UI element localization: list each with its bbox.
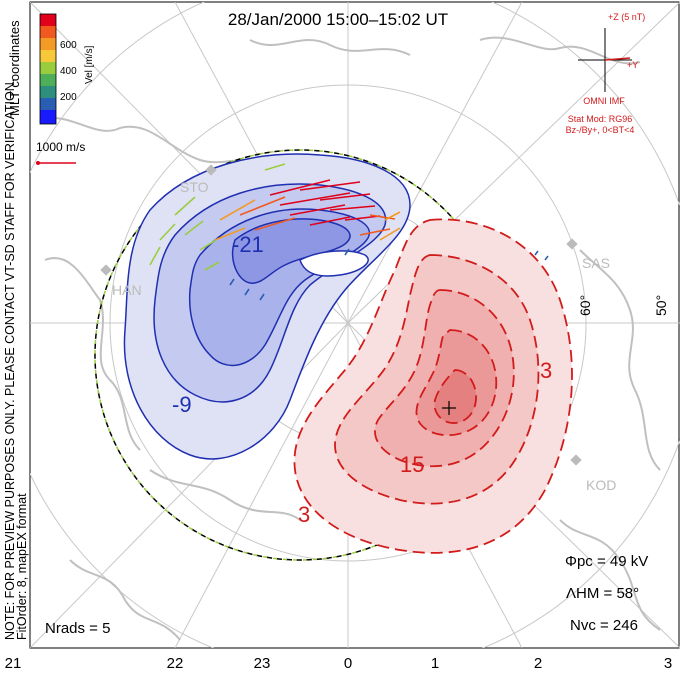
mlt-axis: 21 22 23 0 1 2 3: [5, 655, 673, 672]
preview-watermark: NOTE: FOR PREVIEW PURPOSES ONLY. PLEASE …: [3, 79, 17, 640]
colorbar-label: Vel [m/s]: [84, 45, 95, 84]
svg-text:+Z (5 nT): +Z (5 nT): [608, 12, 645, 22]
svg-text:60°: 60°: [577, 295, 593, 316]
velocity-colorbar: 600 400 200 Vel [m/s]: [39, 13, 95, 125]
svg-text:400: 400: [60, 66, 77, 77]
svg-text:23: 23: [254, 655, 271, 672]
station-labels: STO HAN SAS KOD: [112, 179, 616, 493]
positive-potential-cell: [293, 218, 573, 554]
lambda-hm: ΛHM = 58°: [566, 585, 639, 602]
contour-labels: -21 -9 3 15 3: [172, 232, 552, 527]
imf-indicator: +Z (5 nT) +Y OMNI IMF Stat Mod: RG96 Bz-…: [566, 12, 646, 135]
svg-text:1000 m/s: 1000 m/s: [36, 140, 85, 154]
svg-text:Stat Mod: RG96: Stat Mod: RG96: [568, 114, 633, 124]
coordinates-label: MLT coordinates: [7, 20, 22, 116]
svg-text:0: 0: [344, 655, 352, 672]
svg-text:21: 21: [5, 655, 22, 672]
potential-max-marker: [442, 401, 456, 415]
n-vc: Nvc = 246: [570, 617, 638, 634]
svg-text:200: 200: [60, 92, 77, 103]
svg-text:Bz-/By+, 0<BT<4: Bz-/By+, 0<BT<4: [566, 125, 635, 135]
svg-text:600: 600: [60, 40, 77, 51]
station-sas: SAS: [582, 255, 610, 271]
fit-order-label: FitOrder: 8, mapEX format: [15, 493, 29, 640]
map-statistics: Φpc = 49 kV ΛHM = 58° Nvc = 246 Nrads = …: [45, 553, 648, 637]
n-rads: Nrads = 5: [45, 620, 110, 637]
station-sto: STO: [180, 179, 209, 195]
station-han: HAN: [112, 282, 142, 298]
svg-text:1: 1: [431, 655, 439, 672]
svg-text:3: 3: [664, 655, 672, 672]
coastlines: [39, 36, 661, 641]
map-title: 28/Jan/2000 15:00–15:02 UT: [228, 10, 448, 29]
svg-text:OMNI IMF: OMNI IMF: [583, 96, 625, 106]
svg-text:3: 3: [298, 502, 310, 527]
reference-vector: 1000 m/s: [36, 140, 85, 165]
velocity-vectors: [149, 163, 549, 301]
negative-potential-cell: [123, 153, 411, 460]
svg-text:3: 3: [540, 358, 552, 383]
svg-text:50°: 50°: [653, 295, 669, 316]
svg-text:15: 15: [400, 452, 424, 477]
svg-text:-9: -9: [172, 392, 192, 417]
svg-text:22: 22: [167, 655, 184, 672]
svg-text:2: 2: [534, 655, 542, 672]
svg-text:-21: -21: [232, 232, 264, 257]
station-kod: KOD: [586, 477, 616, 493]
svg-text:+Y: +Y: [627, 60, 638, 70]
latitude-labels: 60° 50°: [577, 295, 669, 316]
phi-pc: Φpc = 49 kV: [565, 553, 648, 570]
